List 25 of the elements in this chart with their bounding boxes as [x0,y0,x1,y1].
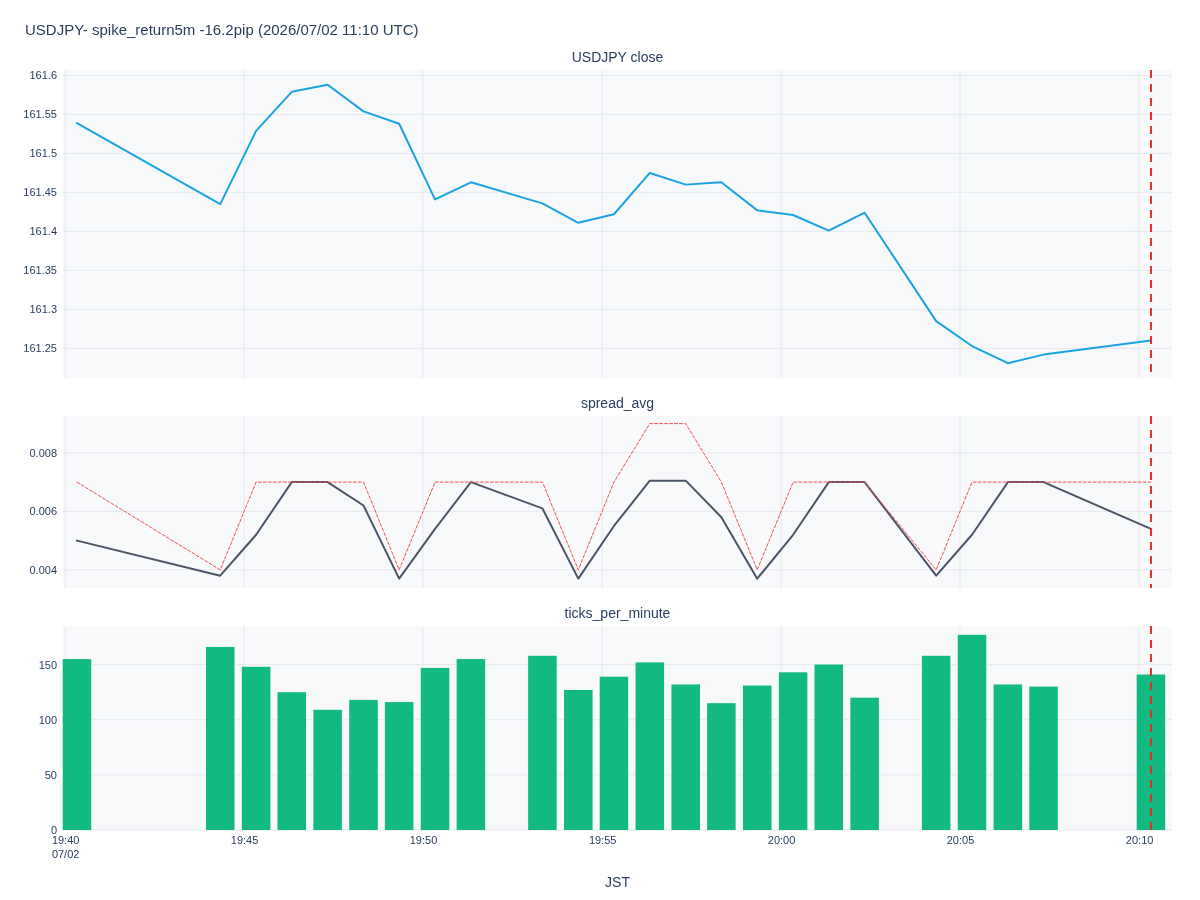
x-tick-label: 19:50 [409,833,438,846]
x-tick-label: 20:10 [1125,833,1154,846]
y-tick-label: 161.5 [29,147,57,160]
y-tick-label: 161.35 [23,264,57,277]
y-tick-label: 0.004 [29,563,57,576]
x-tick-label: 19:45 [230,833,259,846]
y-tick-label: 150 [38,658,57,671]
x-tick-label: 19:55 [588,833,617,846]
y-tick-label: 161.45 [23,186,57,199]
chart-subtitle: USDJPY close [571,49,664,65]
y-tick-label: 161.55 [23,108,57,121]
y-tick-label: 100 [38,713,57,726]
chart-title: ticks_per_minute [564,605,671,621]
y-tick-label: 50 [44,768,57,781]
x-tick-label: 20:05 [946,833,975,846]
y-tick-label: 161.25 [23,342,57,355]
y-tick-label: 161.4 [29,225,57,238]
y-tick-label: 161.3 [29,303,57,316]
chart-title: USDJPY- spike_return5m -16.2pip (2026/07/02 11:10 UTC) [25,21,419,38]
chart-title: spread_avg [580,395,655,411]
y-tick-label: 0.008 [29,446,57,459]
x-axis-title: JST [605,874,631,890]
x-tick-label: 20:00 [767,833,796,846]
y-tick-label: 0.006 [29,505,57,518]
y-tick-label: 161.6 [29,69,57,82]
